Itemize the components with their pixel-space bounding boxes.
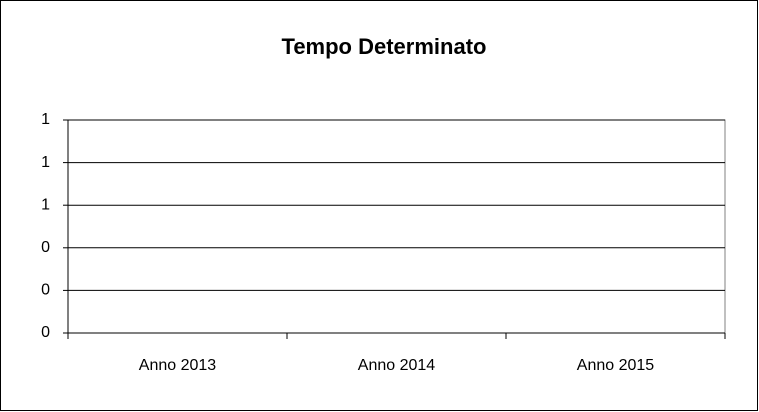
y-tick-label: 1	[41, 154, 50, 171]
x-tick-label: Anno 2014	[358, 357, 436, 374]
y-tick-label: 1	[41, 196, 50, 213]
y-tick-label: 0	[41, 324, 50, 341]
y-tick-label: 0	[41, 282, 50, 299]
x-tick-label: Anno 2015	[577, 357, 655, 374]
x-tick-label: Anno 2013	[139, 357, 217, 374]
y-tick-label: 1	[41, 111, 50, 128]
plot-area	[67, 119, 726, 334]
chart-title: Tempo Determinato	[282, 34, 487, 59]
y-tick-label: 0	[41, 239, 50, 256]
